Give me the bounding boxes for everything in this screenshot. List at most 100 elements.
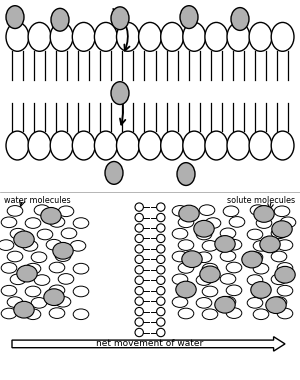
Circle shape	[28, 22, 51, 51]
Ellipse shape	[220, 251, 236, 261]
Ellipse shape	[196, 252, 212, 263]
Ellipse shape	[157, 255, 165, 264]
Ellipse shape	[135, 297, 143, 306]
Ellipse shape	[25, 286, 41, 297]
Ellipse shape	[226, 308, 242, 318]
Ellipse shape	[58, 206, 74, 217]
Text: solute molecules: solute molecules	[227, 196, 296, 206]
Ellipse shape	[73, 309, 89, 320]
Circle shape	[111, 7, 129, 30]
Ellipse shape	[135, 224, 143, 232]
Ellipse shape	[49, 308, 65, 318]
Ellipse shape	[256, 218, 272, 228]
Ellipse shape	[157, 318, 165, 326]
Ellipse shape	[25, 309, 41, 320]
Ellipse shape	[172, 206, 188, 216]
Ellipse shape	[157, 234, 165, 243]
Ellipse shape	[7, 297, 23, 307]
Ellipse shape	[61, 228, 77, 239]
Ellipse shape	[22, 241, 38, 251]
Circle shape	[6, 6, 24, 28]
Ellipse shape	[157, 245, 165, 253]
Ellipse shape	[200, 266, 220, 283]
Ellipse shape	[202, 263, 218, 274]
Ellipse shape	[135, 214, 143, 222]
Ellipse shape	[172, 297, 188, 307]
Circle shape	[205, 22, 228, 51]
Ellipse shape	[135, 203, 143, 211]
Ellipse shape	[172, 228, 188, 239]
Ellipse shape	[250, 205, 266, 215]
Ellipse shape	[251, 282, 271, 298]
Ellipse shape	[178, 285, 194, 296]
Circle shape	[139, 131, 161, 160]
Ellipse shape	[247, 298, 263, 308]
Ellipse shape	[223, 206, 239, 217]
Circle shape	[271, 22, 294, 51]
Ellipse shape	[31, 298, 47, 308]
Ellipse shape	[37, 229, 53, 240]
Ellipse shape	[10, 228, 26, 239]
Ellipse shape	[226, 262, 242, 273]
Ellipse shape	[1, 285, 17, 296]
Circle shape	[271, 131, 294, 160]
Ellipse shape	[182, 251, 202, 268]
Circle shape	[231, 8, 249, 30]
Circle shape	[51, 8, 69, 31]
Ellipse shape	[178, 217, 194, 228]
Ellipse shape	[157, 307, 165, 316]
Circle shape	[28, 131, 51, 160]
Ellipse shape	[196, 229, 212, 240]
Ellipse shape	[215, 296, 235, 313]
Circle shape	[180, 6, 198, 28]
Ellipse shape	[220, 274, 236, 284]
Ellipse shape	[253, 263, 269, 274]
Circle shape	[183, 131, 206, 160]
Ellipse shape	[0, 240, 14, 250]
Ellipse shape	[55, 251, 71, 261]
Circle shape	[183, 22, 206, 51]
Ellipse shape	[10, 274, 26, 285]
Ellipse shape	[271, 297, 287, 307]
Ellipse shape	[34, 205, 50, 215]
Ellipse shape	[275, 266, 295, 283]
Ellipse shape	[157, 276, 165, 284]
Ellipse shape	[1, 263, 17, 273]
Ellipse shape	[229, 217, 245, 227]
Circle shape	[50, 131, 73, 160]
Ellipse shape	[157, 203, 165, 211]
Ellipse shape	[202, 241, 218, 251]
Ellipse shape	[49, 285, 65, 296]
Ellipse shape	[157, 297, 165, 306]
Ellipse shape	[157, 214, 165, 222]
Ellipse shape	[202, 309, 218, 320]
Ellipse shape	[25, 263, 41, 274]
Ellipse shape	[55, 296, 71, 307]
Ellipse shape	[253, 241, 269, 251]
Ellipse shape	[277, 263, 293, 273]
Ellipse shape	[53, 242, 73, 259]
Ellipse shape	[49, 217, 65, 227]
Ellipse shape	[254, 206, 274, 222]
Circle shape	[249, 22, 272, 51]
Ellipse shape	[220, 228, 236, 239]
Ellipse shape	[1, 308, 17, 319]
Ellipse shape	[157, 287, 165, 295]
Circle shape	[161, 22, 184, 51]
Ellipse shape	[44, 289, 64, 306]
Ellipse shape	[157, 266, 165, 274]
Ellipse shape	[73, 263, 89, 274]
Ellipse shape	[196, 298, 212, 308]
FancyArrow shape	[12, 337, 285, 351]
Ellipse shape	[14, 301, 34, 318]
Ellipse shape	[266, 297, 286, 314]
Circle shape	[6, 22, 29, 51]
Ellipse shape	[58, 274, 74, 284]
Circle shape	[227, 131, 250, 160]
Ellipse shape	[194, 220, 214, 237]
Ellipse shape	[205, 218, 221, 228]
Ellipse shape	[277, 308, 293, 319]
Ellipse shape	[7, 206, 23, 216]
Circle shape	[116, 22, 139, 51]
Ellipse shape	[178, 263, 194, 273]
